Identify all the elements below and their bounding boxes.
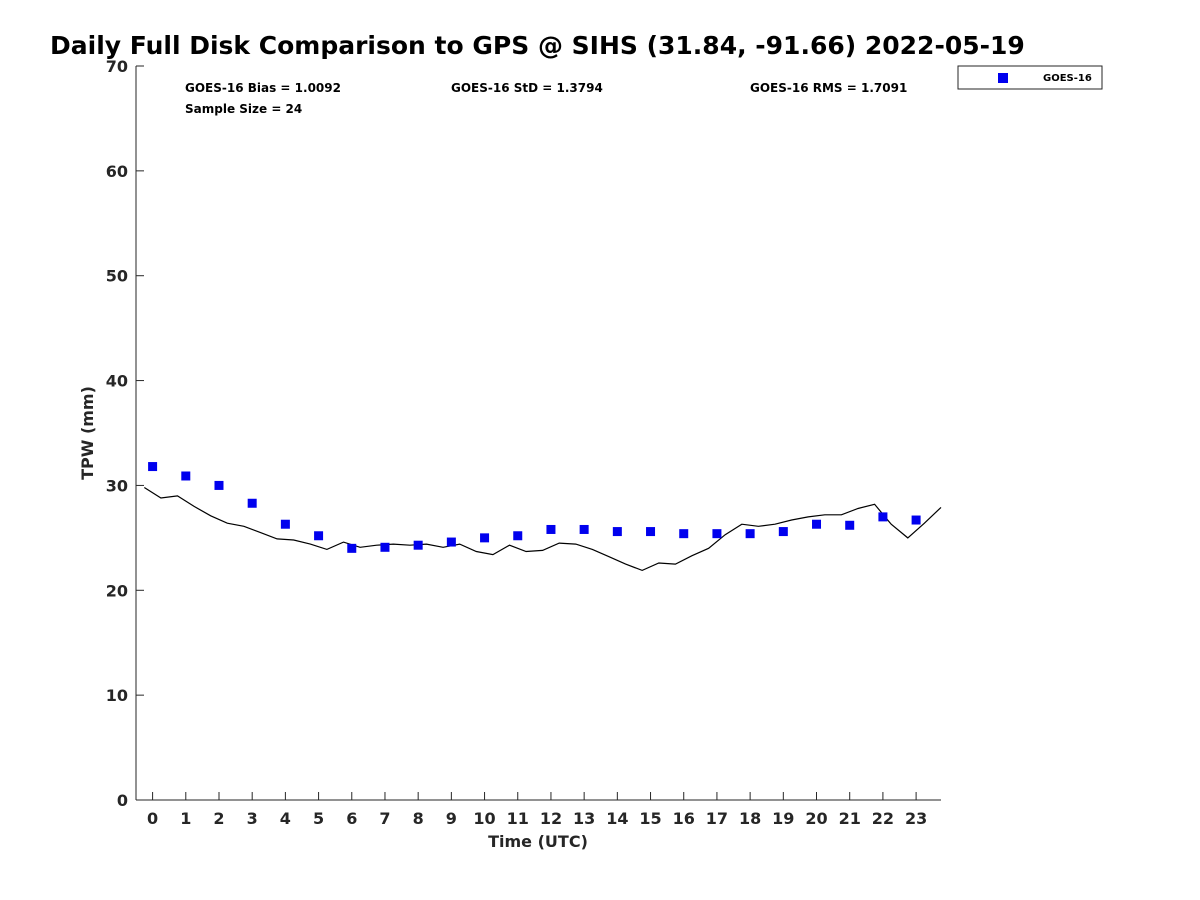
x-tick-label: 13 [573,809,595,828]
x-tick-label: 0 [147,809,158,828]
goes16-point [911,515,921,525]
y-tick-label: 10 [106,686,128,705]
x-tick-label: 18 [739,809,761,828]
x-tick-label: 10 [473,809,495,828]
x-tick-label: 16 [673,809,695,828]
goes16-point [214,480,224,490]
x-tick-label: 20 [805,809,827,828]
y-ticks: 0 10 20 30 40 50 60 70 [106,57,144,810]
y-axis-label: TPW (mm) [78,386,97,480]
y-tick-label: 40 [106,372,128,391]
legend-marker [998,73,1008,83]
y-tick-label: 0 [117,791,128,810]
gps-line [143,486,942,572]
goes16-point [679,529,689,539]
x-tick-label: 4 [280,809,291,828]
stat-std: GOES-16 StD = 1.3794 [451,81,603,95]
goes16-point [446,537,456,547]
y-tick-label: 60 [106,162,128,181]
y-tick-label: 20 [106,581,128,600]
goes16-point [314,531,324,541]
legend-box [957,65,1103,90]
x-tick-label: 15 [639,809,661,828]
x-tick-label: 9 [446,809,457,828]
x-tick-label: 1 [180,809,191,828]
y-tick-label: 30 [106,476,128,495]
x-axis-label: Time (UTC) [488,832,588,851]
goes16-point [347,543,357,553]
y-tick-label: 70 [106,57,128,76]
goes16-point [812,519,822,529]
goes16-point [181,471,191,481]
legend-label: GOES-16 [1043,73,1092,84]
goes16-point [546,524,556,534]
goes16-point [280,519,290,529]
goes16-point [148,462,158,472]
goes16-point [778,527,788,537]
chart-title: Daily Full Disk Comparison to GPS @ SIHS… [50,31,1025,60]
series-layer [143,462,942,572]
goes16-point [878,512,888,522]
x-tick-label: 17 [706,809,728,828]
goes16-point [845,520,855,530]
stat-bias: GOES-16 Bias = 1.0092 [185,81,341,95]
x-tick-label: 8 [413,809,424,828]
x-tick-label: 5 [313,809,324,828]
goes16-point [612,527,622,537]
x-ticks: 0 1 2 3 4 5 6 7 8 9 10 11 12 13 14 15 16 17 18 19 20 21 22 23 [147,792,927,828]
goes16-point [646,527,656,537]
y-tick-label: 50 [106,267,128,286]
x-tick-label: 6 [346,809,357,828]
goes16-point [480,533,490,543]
goes16-point [579,524,589,534]
x-tick-label: 12 [540,809,562,828]
goes16-point [380,542,390,552]
legend: GOES-16 [957,65,1103,90]
stat-rms: GOES-16 RMS = 1.7091 [750,81,907,95]
x-tick-label: 19 [772,809,794,828]
stat-sample-size: Sample Size = 24 [185,102,302,116]
x-tick-label: 3 [247,809,258,828]
x-tick-label: 22 [872,809,894,828]
x-tick-label: 23 [905,809,927,828]
goes16-point [712,529,722,539]
x-tick-label: 11 [507,809,529,828]
goes16-point [745,529,755,539]
goes16-point [513,531,523,541]
goes16-point [413,540,423,550]
plot-area [135,66,941,801]
goes16-point [247,498,257,508]
x-tick-label: 2 [213,809,224,828]
x-tick-label: 14 [606,809,628,828]
x-tick-label: 21 [839,809,861,828]
x-tick-label: 7 [379,809,390,828]
